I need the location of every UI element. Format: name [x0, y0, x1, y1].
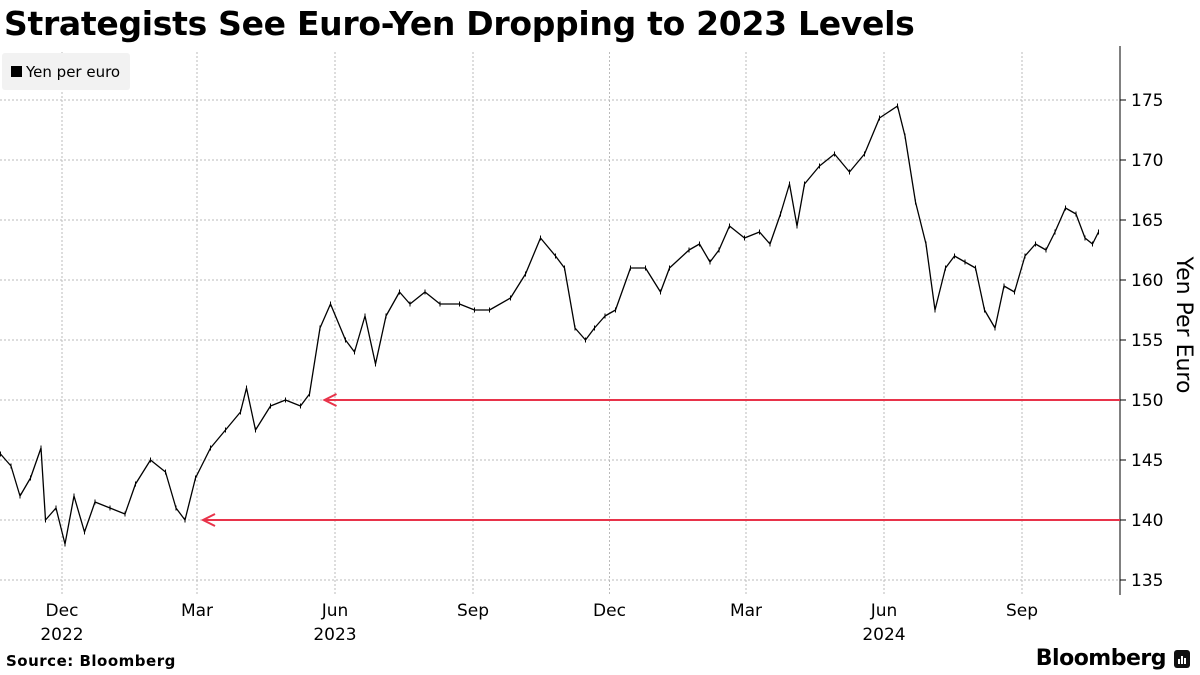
- x-tick-label-month: Sep: [457, 601, 489, 621]
- y-tick-label: 175: [1131, 91, 1163, 111]
- x-tick-label-month: Sep: [1006, 601, 1038, 621]
- bloomberg-chart-icon: [1174, 649, 1190, 668]
- y-axis-label: Yen Per Euro: [1171, 256, 1196, 394]
- x-tick-label-year: 2022: [40, 625, 83, 645]
- x-tick-label-year: 2023: [313, 625, 356, 645]
- source-note: Source: Bloomberg: [6, 652, 176, 670]
- legend-label: Yen per euro: [26, 62, 121, 81]
- legend-swatch: [11, 66, 22, 77]
- y-tick-label: 160: [1131, 271, 1163, 291]
- y-tick-label: 145: [1131, 451, 1163, 471]
- x-tick-label-month: Dec: [46, 601, 79, 621]
- chart-title: Strategists See Euro-Yen Dropping to 202…: [4, 4, 915, 43]
- arrow-left-icon: [200, 513, 216, 527]
- legend: Yen per euro: [2, 53, 131, 90]
- x-tick-label-month: Jun: [870, 601, 898, 621]
- x-tick-label-month: Mar: [181, 601, 213, 621]
- y-tick-label: 150: [1131, 391, 1163, 411]
- y-tick-label: 135: [1131, 571, 1163, 591]
- arrow-left-icon: [322, 393, 337, 407]
- y-tick-label: 170: [1131, 151, 1163, 171]
- series-line-yen-per-euro: [0, 105, 1100, 545]
- x-tick-label-month: Dec: [593, 601, 626, 621]
- brand-name: Bloomberg: [1035, 646, 1167, 671]
- y-tick-label: 155: [1131, 331, 1163, 351]
- x-tick-label-month: Jun: [321, 601, 349, 621]
- brand-logo: Bloomberg: [1036, 646, 1190, 671]
- x-tick-label-year: 2024: [862, 625, 905, 645]
- y-tick-label: 165: [1131, 211, 1163, 231]
- y-tick-label: 140: [1131, 511, 1163, 531]
- x-tick-label-month: Mar: [730, 601, 762, 621]
